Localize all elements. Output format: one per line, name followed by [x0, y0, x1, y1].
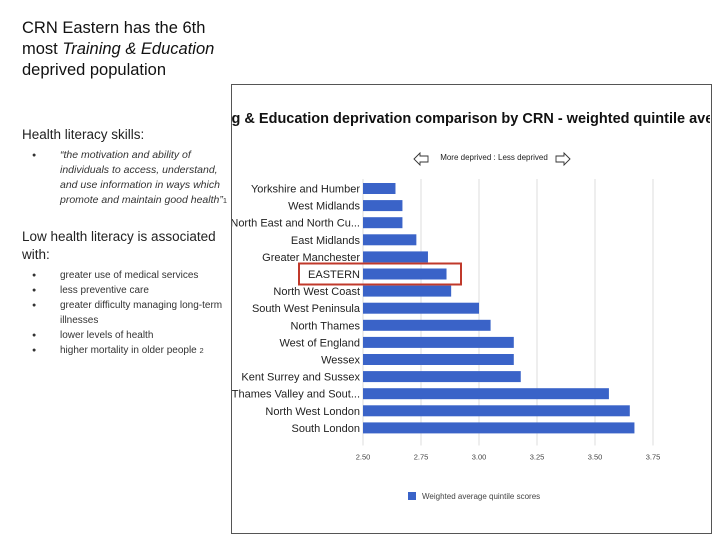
- x-tick-label: 2.50: [356, 453, 371, 462]
- category-label: North East and North Cu...: [232, 218, 360, 230]
- bar: [363, 234, 417, 246]
- bar: [363, 183, 396, 194]
- right-arrow-icon: [555, 151, 571, 167]
- last-association-text: higher mortality in older people: [60, 345, 197, 356]
- title-line-3: deprived population: [22, 61, 167, 79]
- category-label: South West Peninsula: [252, 303, 361, 315]
- category-label: East Midlands: [291, 235, 361, 247]
- last-association-ref: 2: [199, 346, 204, 355]
- bar: [363, 336, 514, 348]
- list-item: lower levels of health: [22, 328, 234, 343]
- category-label: Thames Valley and Sout...: [232, 389, 360, 401]
- chart-legend: Weighted average quintile scores: [408, 492, 540, 501]
- chart-svg: Training & Education deprivation compari…: [232, 111, 710, 501]
- category-label: Wessex: [321, 355, 360, 367]
- category-label: North West London: [265, 406, 360, 418]
- category-label: West of England: [279, 337, 360, 349]
- bar: [363, 302, 479, 314]
- category-label: EASTERN: [308, 269, 360, 281]
- health-literacy-heading: Health literacy skills:: [22, 127, 145, 142]
- association-list: greater use of medical services less pre…: [22, 268, 234, 358]
- x-tick-label: 3.50: [588, 453, 603, 462]
- chart-x-ticks: 2.50 2.75 3.00 3.25 3.50 3.75: [356, 453, 661, 462]
- quote-item: “the motivation and ability of individua…: [22, 148, 234, 208]
- eastern-highlight-box: [298, 262, 462, 286]
- chart-frame: Training & Education deprivation compari…: [231, 84, 712, 534]
- x-tick-label: 2.75: [414, 453, 429, 462]
- list-item: less preventive care: [22, 283, 234, 298]
- bar: [363, 354, 514, 365]
- quote-text: “the motivation and ability of individua…: [60, 149, 223, 206]
- x-tick-label: 3.75: [646, 453, 661, 462]
- left-text-panel: Health literacy skills: “the motivation …: [22, 126, 234, 358]
- chart-category-labels: Yorkshire and Humber West Midlands North E…: [232, 184, 361, 435]
- list-item: higher mortality in older people 2: [22, 343, 234, 358]
- bar: [363, 388, 609, 400]
- low-literacy-heading: Low health literacy is associated with:: [22, 229, 216, 262]
- legend-label: Weighted average quintile scores: [422, 492, 540, 501]
- left-arrow-icon: [413, 151, 429, 167]
- title-line-2: most Training & Education: [22, 39, 242, 60]
- bar: [363, 371, 521, 383]
- slide-title: CRN Eastern has the 6th most Training & …: [22, 18, 242, 81]
- bar: [363, 422, 635, 434]
- bar: [363, 217, 403, 229]
- bar: [363, 200, 403, 212]
- direction-label: More deprived : Less deprived: [440, 153, 548, 162]
- bar: [363, 268, 447, 280]
- category-label: North West Coast: [273, 286, 360, 298]
- bar: [363, 285, 452, 297]
- category-label: Kent Surrey and Sussex: [241, 372, 360, 384]
- bar: [363, 319, 491, 331]
- category-label: North Thames: [291, 320, 361, 332]
- title-line-2-prefix: most: [22, 40, 63, 58]
- direction-indicator: More deprived : Less deprived: [413, 151, 571, 167]
- category-label: South London: [291, 423, 360, 435]
- bar: [363, 251, 428, 263]
- list-item: greater difficulty managing long-term il…: [22, 298, 234, 328]
- title-line-1: CRN Eastern has the 6th: [22, 19, 206, 37]
- quote-list: “the motivation and ability of individua…: [22, 148, 234, 208]
- category-label: Greater Manchester: [262, 252, 360, 264]
- title-line-2-emphasis: Training & Education: [62, 40, 215, 58]
- chart-bars: [363, 183, 635, 434]
- category-label: West Midlands: [288, 201, 360, 213]
- quote-ref: 1: [222, 196, 228, 205]
- x-tick-label: 3.25: [530, 453, 545, 462]
- x-tick-label: 3.00: [472, 453, 487, 462]
- bar: [363, 405, 630, 417]
- chart-title: Training & Education deprivation compari…: [232, 111, 710, 127]
- legend-swatch: [408, 492, 416, 500]
- category-label: Yorkshire and Humber: [251, 184, 360, 196]
- list-item: greater use of medical services: [22, 268, 234, 283]
